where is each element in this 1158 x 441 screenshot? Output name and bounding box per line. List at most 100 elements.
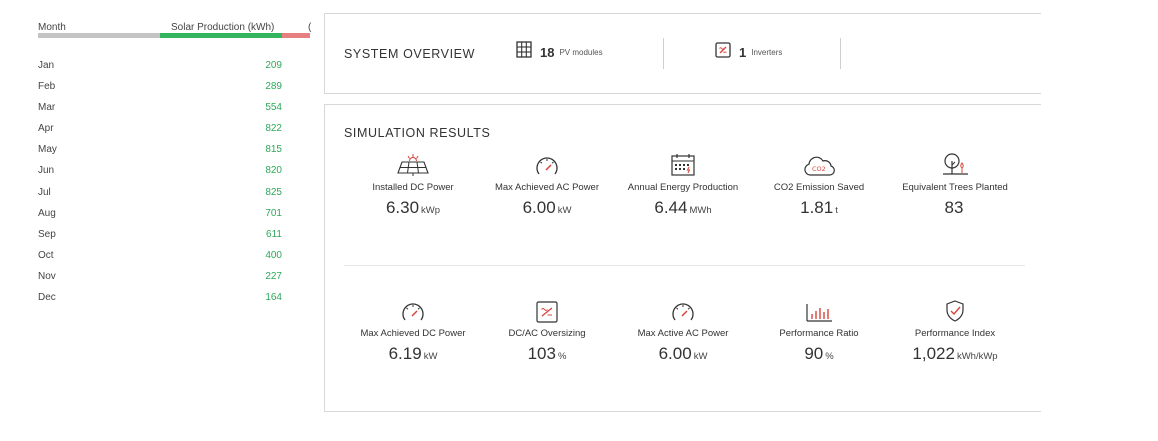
metric-number: 1,022	[912, 344, 955, 363]
table-row: Jan 209	[38, 60, 310, 81]
solar-panel-icon	[343, 154, 483, 177]
production-cell: 289	[265, 81, 282, 93]
month-cell: Feb	[38, 81, 56, 93]
production-cell: 554	[265, 102, 282, 114]
metric-max-achieved-ac-power: Max Achieved AC Power 6.00 kW	[477, 155, 617, 218]
gauge-icon	[343, 301, 483, 323]
metric-number: 90	[804, 344, 824, 363]
month-cell: Aug	[38, 207, 56, 219]
metric-equivalent-trees-planted: Equivalent Trees Planted 83	[885, 153, 1025, 218]
metric-value: 1.81 t	[749, 198, 889, 218]
metric-number: 6.44	[654, 198, 688, 217]
metric-number: 6.00	[522, 198, 556, 217]
simulation-results-panel: SIMULATION RESULTS Installed DC Power 6.…	[324, 104, 1041, 412]
gauge-icon	[477, 155, 617, 177]
production-cell: 164	[265, 292, 282, 304]
month-cell: Oct	[38, 249, 54, 261]
metric-performance-ratio: Performance Ratio 90%	[749, 301, 889, 364]
production-cell: 209	[265, 60, 282, 71]
header-bar-green	[160, 33, 282, 38]
pv-module-grid-icon	[516, 41, 532, 63]
table-row: Mar 554	[38, 102, 310, 123]
gauge-icon	[613, 301, 753, 323]
inverters-label: Inverters	[751, 47, 783, 57]
month-cell: Jun	[38, 165, 55, 177]
metric-label: Performance Ratio	[779, 328, 859, 339]
metric-unit: kWh/kWp	[956, 351, 998, 362]
overview-separator	[663, 38, 664, 69]
metric-performance-index: Performance Index 1,022 kWh/kWp	[885, 300, 1025, 364]
metric-label: Annual Energy Production	[627, 182, 739, 193]
month-cell: Apr	[38, 123, 54, 135]
table-row: Jun 820	[38, 165, 310, 186]
table-row: Apr 822	[38, 123, 310, 144]
metric-unit: kW	[423, 351, 438, 362]
metric-label: Max Achieved AC Power	[494, 182, 600, 193]
results-divider	[344, 265, 1025, 266]
metric-value: 90%	[749, 344, 889, 364]
metric-unit: MWh	[689, 205, 712, 216]
svg-text:CO2: CO2	[812, 165, 826, 173]
inverter-icon	[715, 41, 731, 63]
production-cell: 611	[266, 228, 282, 240]
header-bar-gray	[38, 33, 160, 38]
inverter-icon	[477, 301, 617, 323]
metric-label: Max Achieved DC Power	[360, 328, 466, 339]
system-overview-panel: SYSTEM OVERVIEW 18 PV modules 1 Inverter…	[324, 13, 1041, 94]
table-header: Month Solar Production (kWh) (	[38, 0, 312, 38]
metric-value: 6.19 kW	[343, 344, 483, 364]
monthly-production-table: Month Solar Production (kWh) ( Jan 209 Fe…	[38, 0, 312, 303]
table-row: May 815	[38, 144, 310, 165]
metric-installed-dc-power: Installed DC Power 6.30 kWp	[343, 154, 483, 218]
metric-number: 83	[944, 198, 964, 217]
column-header-truncated[interactable]: (	[308, 22, 312, 33]
metric-unit: kWp	[421, 205, 441, 216]
pv-modules-summary: 18 PV modules	[516, 41, 603, 63]
metric-label: Equivalent Trees Planted	[902, 182, 1008, 193]
table-row: Oct 400	[38, 250, 310, 271]
metric-value: 103%	[477, 344, 617, 364]
month-cell: Jan	[38, 60, 55, 71]
metric-annual-energy-production: Annual Energy Production 6.44 MWh	[613, 154, 753, 218]
pv-modules-count: 18	[540, 44, 555, 60]
pv-modules-label: PV modules	[559, 47, 603, 57]
table-row: Aug 701	[38, 208, 310, 229]
metric-unit: t	[835, 205, 838, 216]
table-row: Dec 164	[38, 292, 310, 313]
column-header-month[interactable]: Month	[38, 22, 66, 33]
metric-max-active-ac-power: Max Active AC Power 6.00 kW	[613, 301, 753, 364]
bar-chart-icon	[749, 301, 889, 323]
metric-value: 1,022 kWh/kWp	[885, 344, 1025, 364]
production-cell: 825	[265, 186, 282, 198]
metric-number: 6.00	[658, 344, 692, 363]
simulation-results-title: SIMULATION RESULTS	[344, 126, 491, 140]
shield-check-icon	[885, 300, 1025, 323]
metric-unit: kW	[557, 205, 572, 216]
metric-value: 83	[885, 198, 1025, 218]
production-cell: 400	[265, 249, 282, 261]
metric-co2-emission-saved: CO2 CO2 Emission Saved 1.81 t	[749, 155, 889, 218]
overview-separator	[840, 38, 841, 69]
production-cell: 815	[265, 144, 282, 156]
metric-value: 6.00 kW	[613, 344, 753, 364]
metric-label: Max Active AC Power	[637, 328, 729, 339]
table-row: Sep 611	[38, 229, 310, 250]
calendar-icon	[613, 154, 753, 177]
month-cell: Jul	[38, 186, 51, 198]
metric-dc-ac-oversizing: DC/AC Oversizing 103%	[477, 301, 617, 364]
month-cell: Sep	[38, 228, 56, 240]
metric-number: 103	[527, 344, 556, 363]
metric-number: 6.19	[388, 344, 422, 363]
metric-label: CO2 Emission Saved	[773, 182, 865, 193]
metric-unit: kW	[693, 351, 708, 362]
metric-number: 1.81	[800, 198, 834, 217]
column-header-solar-production[interactable]: Solar Production (kWh)	[171, 22, 275, 33]
production-cell: 820	[265, 165, 282, 177]
table-row: Jul 825	[38, 187, 310, 208]
metric-label: DC/AC Oversizing	[508, 328, 586, 339]
tree-icon	[885, 153, 1025, 177]
month-cell: Dec	[38, 292, 56, 304]
metric-label: Installed DC Power	[372, 182, 454, 193]
month-cell: May	[38, 144, 57, 156]
month-cell: Nov	[38, 270, 56, 282]
